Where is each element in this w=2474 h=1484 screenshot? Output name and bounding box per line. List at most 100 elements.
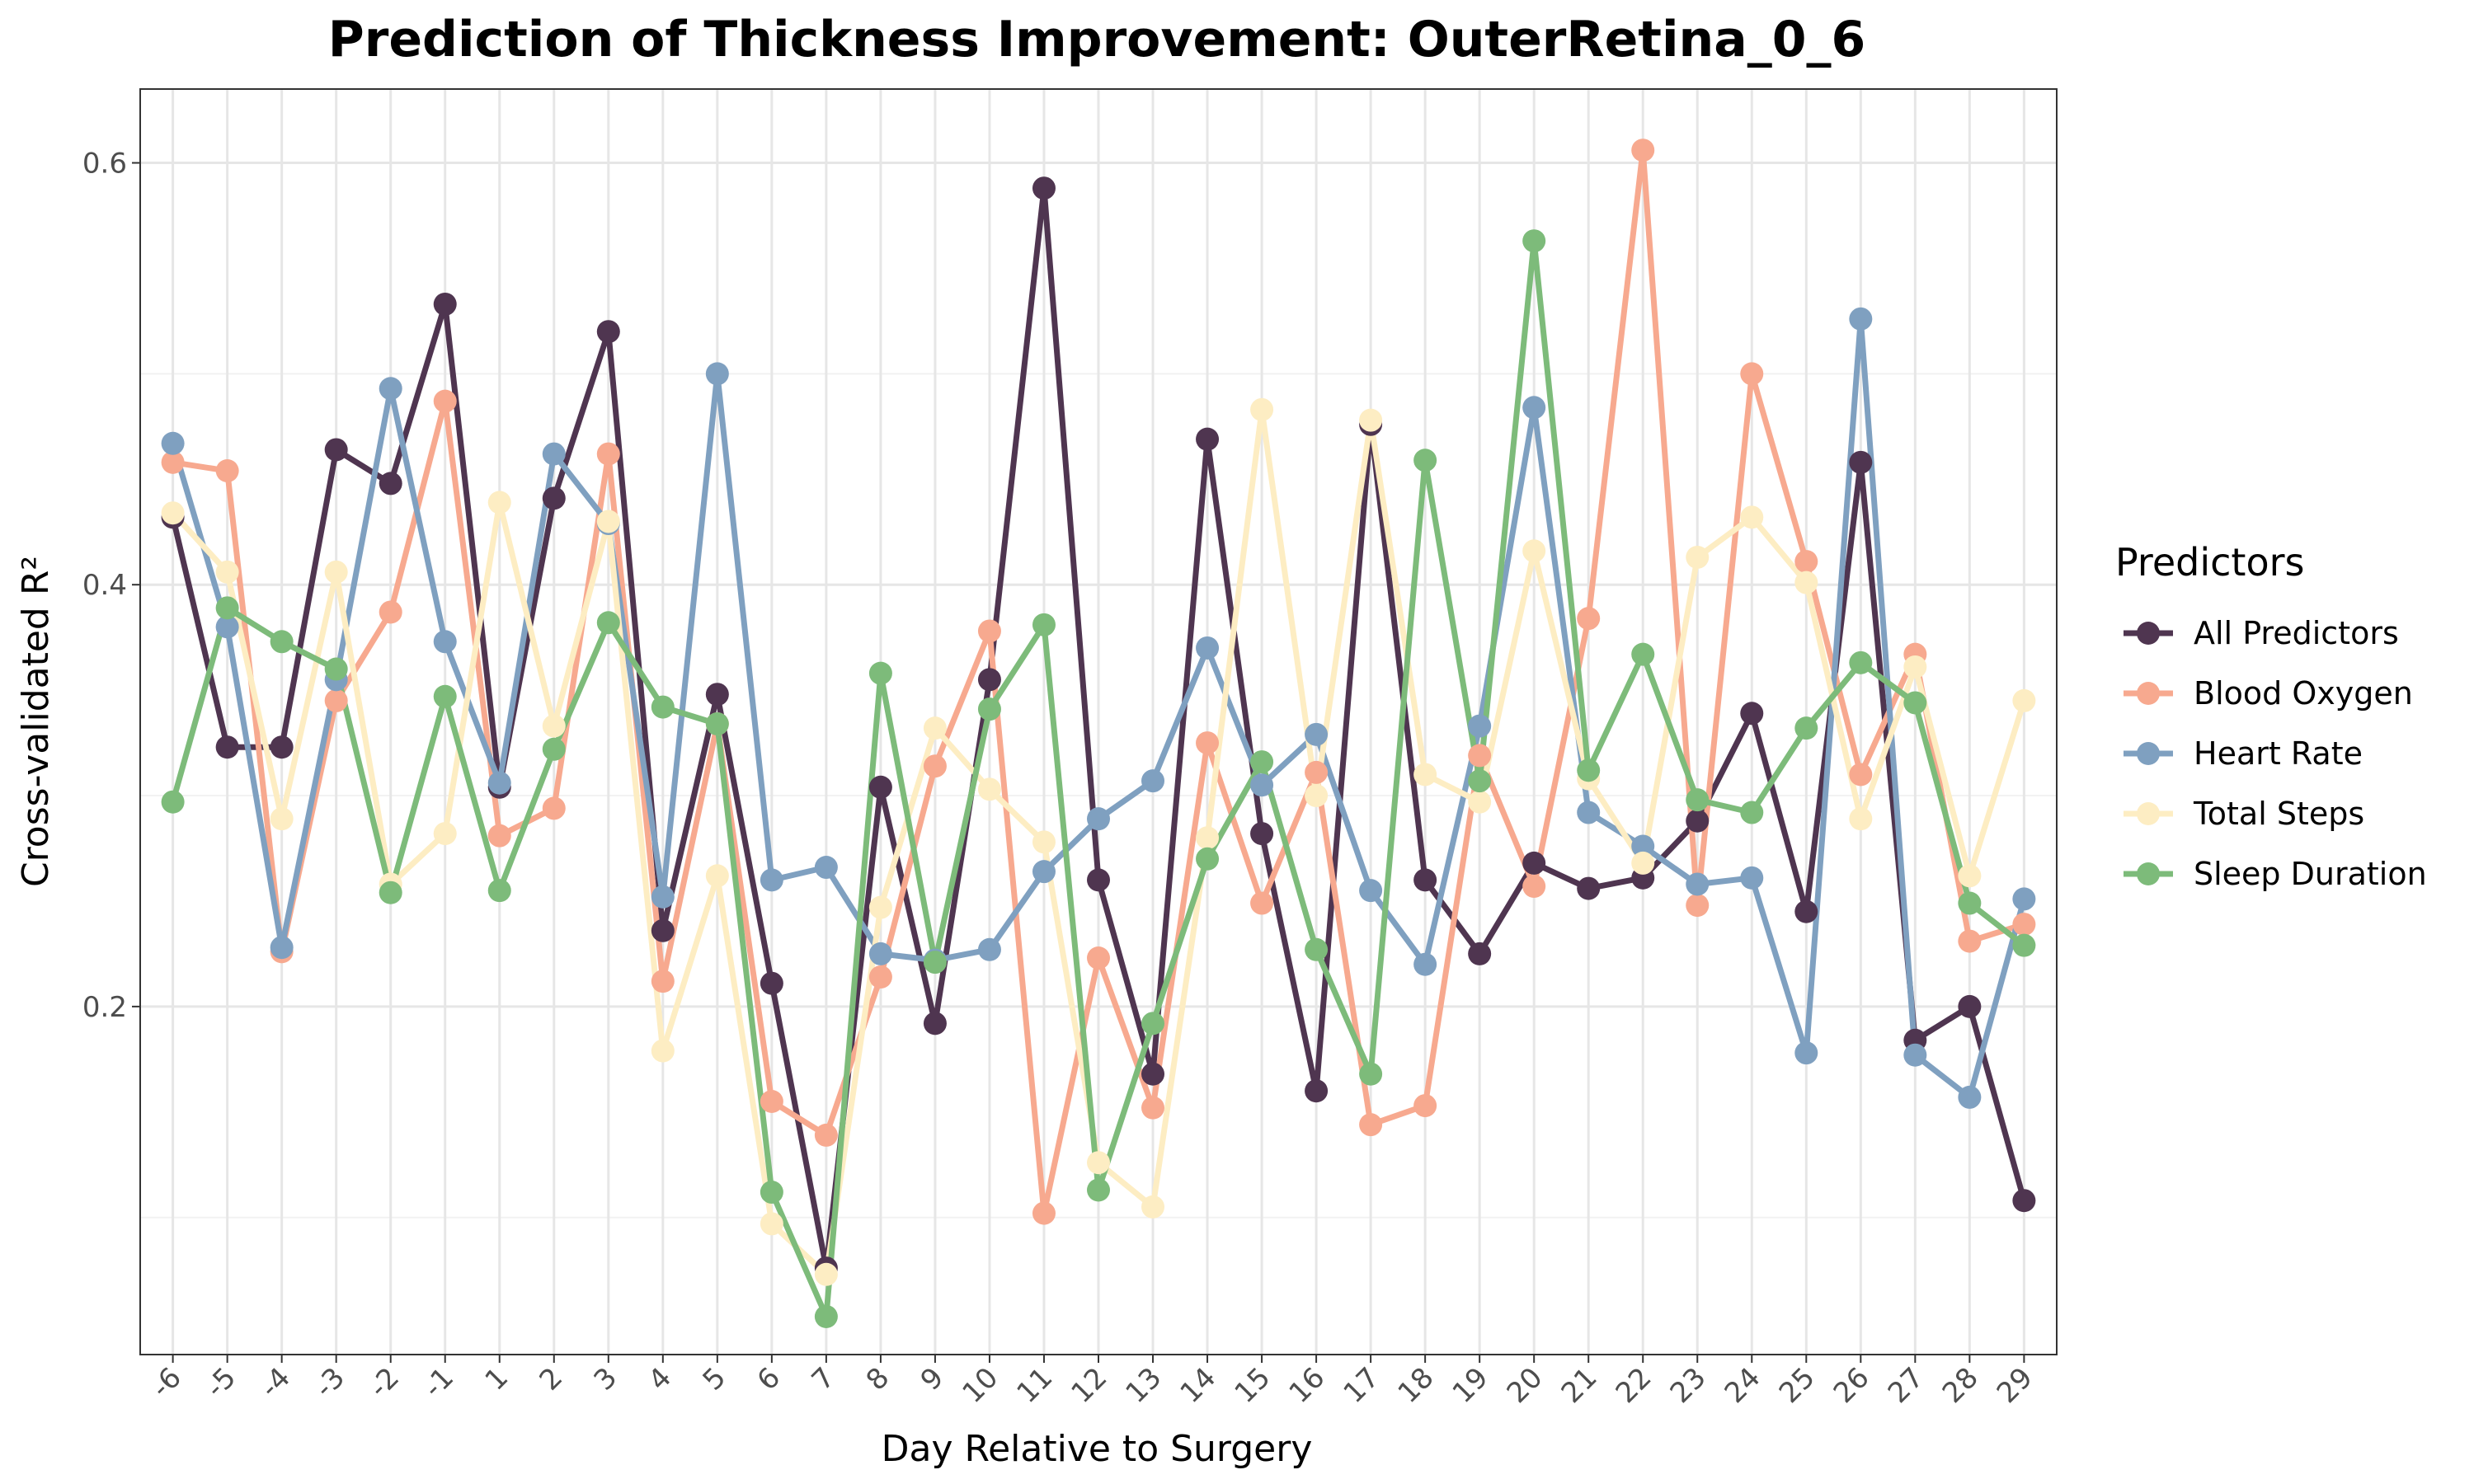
data-point-all-predictors — [760, 971, 783, 995]
data-point-heart-rate — [1413, 952, 1437, 976]
data-point-total-steps — [1032, 830, 1056, 854]
data-point-sleep-duration — [1849, 650, 1873, 674]
data-point-heart-rate — [542, 442, 566, 466]
data-point-heart-rate — [1522, 396, 1546, 420]
y-axis: 0.2 0.4 0.6 — [82, 148, 140, 1024]
legend-key-point-total-steps — [2137, 802, 2160, 825]
data-point-all-predictors — [1413, 868, 1437, 892]
data-point-all-predictors — [542, 486, 566, 510]
data-point-heart-rate — [1305, 722, 1329, 746]
data-point-total-steps — [324, 560, 348, 584]
data-point-heart-rate — [1631, 834, 1655, 858]
data-point-blood-oxygen — [161, 450, 185, 474]
data-point-total-steps — [1958, 864, 1982, 888]
x-tick-label: -4 — [254, 1361, 297, 1404]
data-point-total-steps — [1141, 1195, 1165, 1219]
legend-label-sleep-duration: Sleep Duration — [2194, 856, 2427, 892]
y-tick-label: 0.6 — [82, 148, 127, 181]
x-tick-label: 3 — [588, 1361, 624, 1397]
data-point-heart-rate — [215, 615, 239, 639]
data-point-total-steps — [977, 777, 1001, 801]
data-point-heart-rate — [868, 942, 892, 965]
data-point-heart-rate — [1468, 714, 1492, 738]
data-point-all-predictors — [1958, 994, 1982, 1018]
data-point-heart-rate — [1903, 1043, 1927, 1067]
data-point-blood-oxygen — [1849, 763, 1873, 787]
data-point-sleep-duration — [542, 737, 566, 761]
x-tick-label: 28 — [1936, 1361, 1985, 1410]
data-point-all-predictors — [1087, 868, 1110, 892]
data-point-heart-rate — [1032, 860, 1056, 884]
data-point-blood-oxygen — [868, 965, 892, 989]
data-point-sleep-duration — [1958, 891, 1982, 915]
data-point-sleep-duration — [1903, 691, 1927, 715]
data-point-all-predictors — [379, 472, 402, 495]
data-point-total-steps — [868, 895, 892, 919]
data-point-all-predictors — [1849, 450, 1873, 474]
data-point-total-steps — [1849, 807, 1873, 831]
data-point-all-predictors — [433, 292, 457, 316]
data-point-heart-rate — [814, 856, 838, 880]
x-tick-label: 29 — [1991, 1361, 2039, 1410]
data-point-sleep-duration — [270, 630, 294, 654]
data-point-all-predictors — [705, 683, 729, 707]
data-point-heart-rate — [651, 885, 675, 909]
data-point-total-steps — [1359, 408, 1383, 432]
x-tick-label: 12 — [1065, 1361, 1113, 1410]
x-tick-label: 26 — [1827, 1361, 1876, 1410]
data-point-total-steps — [1740, 505, 1764, 529]
data-point-total-steps — [1903, 655, 1927, 679]
data-point-sleep-duration — [1305, 937, 1329, 961]
data-point-heart-rate — [1686, 872, 1710, 896]
data-point-sleep-duration — [1359, 1062, 1383, 1086]
data-point-heart-rate — [977, 937, 1001, 961]
y-tick-label: 0.4 — [82, 569, 127, 602]
data-point-blood-oxygen — [324, 688, 348, 712]
data-point-blood-oxygen — [760, 1090, 783, 1113]
data-point-blood-oxygen — [542, 796, 566, 820]
x-tick-label: 27 — [1882, 1361, 1931, 1410]
data-point-total-steps — [2012, 688, 2036, 712]
data-point-sleep-duration — [1577, 758, 1601, 782]
data-point-all-predictors — [1686, 809, 1710, 833]
data-point-total-steps — [596, 510, 620, 533]
data-point-blood-oxygen — [1468, 744, 1492, 768]
data-point-blood-oxygen — [1577, 607, 1601, 631]
data-point-heart-rate — [1087, 807, 1110, 831]
data-point-sleep-duration — [2012, 933, 2036, 957]
data-point-sleep-duration — [814, 1304, 838, 1328]
data-point-all-predictors — [1305, 1079, 1329, 1103]
data-point-blood-oxygen — [1196, 731, 1220, 755]
data-point-blood-oxygen — [1958, 929, 1982, 953]
data-point-sleep-duration — [1196, 847, 1220, 871]
data-point-heart-rate — [270, 936, 294, 960]
x-tick-label: 7 — [806, 1361, 842, 1397]
data-point-sleep-duration — [1032, 613, 1056, 636]
x-tick-label: 17 — [1338, 1361, 1386, 1410]
data-point-total-steps — [1250, 397, 1274, 421]
legend-label-blood-oxygen: Blood Oxygen — [2194, 675, 2413, 711]
data-point-sleep-duration — [1468, 769, 1492, 793]
data-point-all-predictors — [270, 735, 294, 759]
x-tick-label: 16 — [1283, 1361, 1332, 1410]
data-point-sleep-duration — [868, 661, 892, 685]
data-point-blood-oxygen — [1250, 891, 1274, 915]
data-point-heart-rate — [1141, 769, 1165, 793]
data-point-heart-rate — [379, 377, 402, 401]
legend-key-point-sleep-duration — [2137, 862, 2160, 885]
data-point-total-steps — [1468, 790, 1492, 814]
data-point-all-predictors — [1794, 899, 1818, 923]
data-point-sleep-duration — [923, 951, 947, 974]
y-tick-label: 0.2 — [82, 991, 127, 1024]
data-point-blood-oxygen — [487, 824, 511, 848]
data-point-total-steps — [1087, 1151, 1110, 1175]
data-point-all-predictors — [1740, 702, 1764, 726]
data-point-total-steps — [215, 560, 239, 584]
x-tick-label: -1 — [417, 1361, 460, 1404]
data-point-total-steps — [1631, 851, 1655, 875]
x-tick-label: -6 — [145, 1361, 188, 1404]
x-tick-label: 8 — [860, 1361, 896, 1397]
data-point-sleep-duration — [1794, 716, 1818, 740]
data-point-blood-oxygen — [2012, 913, 2036, 937]
data-point-sleep-duration — [487, 879, 511, 903]
